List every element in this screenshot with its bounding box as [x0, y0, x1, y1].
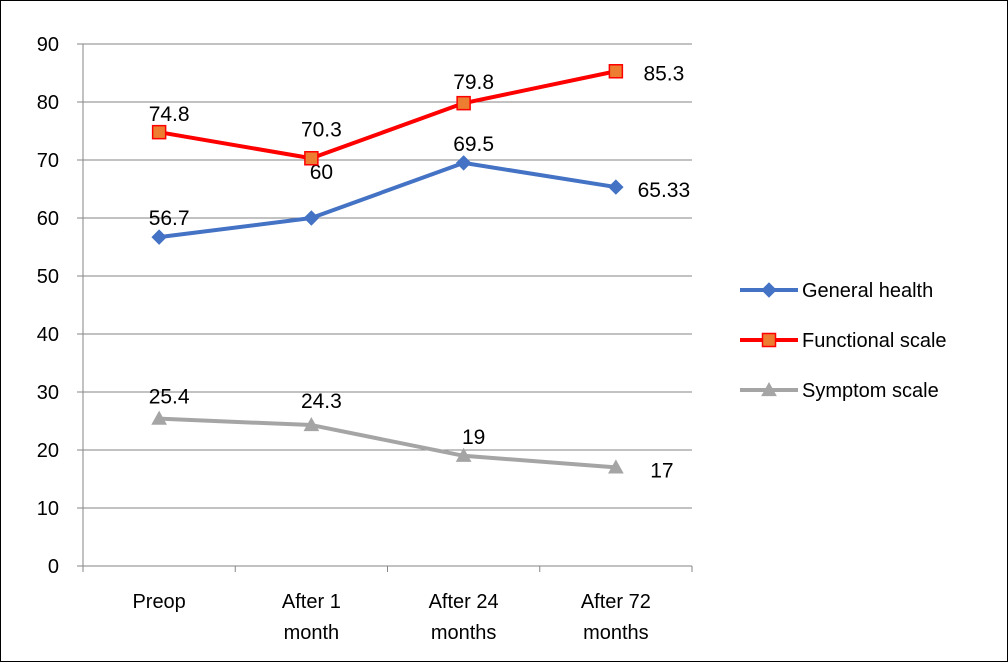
legend-label: General health — [802, 280, 933, 302]
data-point — [608, 179, 624, 195]
data-label: 56.7 — [149, 207, 190, 230]
series-line — [157, 69, 618, 161]
data-point — [151, 124, 167, 140]
legend-marker — [761, 282, 777, 298]
data-point — [151, 410, 167, 425]
data-label: 24.3 — [301, 390, 342, 413]
x-tick-label: month — [284, 622, 340, 644]
y-tick-label: 30 — [37, 382, 59, 404]
data-label: 79.8 — [453, 71, 494, 94]
y-tick-label: 70 — [37, 150, 59, 172]
data-label: 17 — [650, 459, 673, 482]
data-point — [304, 151, 319, 166]
y-tick-label: 80 — [37, 92, 59, 114]
legend-label: Symptom scale — [802, 380, 939, 402]
y-tick-label: 60 — [37, 208, 59, 230]
data-label: 25.4 — [149, 386, 190, 409]
data-label: 69.5 — [453, 133, 494, 156]
data-point — [456, 95, 471, 111]
x-tick-label: After 72 — [581, 591, 651, 613]
data-label: 60 — [310, 161, 333, 184]
y-tick-label: 10 — [37, 498, 59, 520]
data-label: 85.3 — [643, 62, 684, 85]
data-point — [608, 64, 624, 79]
x-tick-label: months — [583, 622, 649, 644]
data-point — [455, 155, 472, 171]
data-point — [303, 417, 320, 432]
y-tick-label: 20 — [37, 440, 59, 462]
y-tick-label: 40 — [37, 324, 59, 346]
series-line — [157, 416, 618, 470]
series-line — [157, 160, 618, 240]
legend-marker — [761, 332, 777, 348]
x-tick-label: After 1 — [282, 591, 341, 613]
y-tick-label: 50 — [37, 266, 59, 288]
data-label: 70.3 — [301, 118, 342, 141]
x-tick-label: Preop — [132, 591, 185, 613]
data-point — [303, 210, 320, 226]
legend-label: Functional scale — [802, 330, 947, 352]
x-tick-label: months — [431, 622, 497, 644]
data-label: 19 — [462, 426, 485, 449]
x-tick-label: After 24 — [429, 591, 499, 613]
data-point — [151, 229, 167, 245]
y-tick-label: 0 — [48, 556, 59, 578]
data-label: 74.8 — [149, 103, 190, 126]
legend-marker — [761, 381, 777, 397]
data-label: 65.33 — [638, 179, 691, 202]
y-tick-label: 90 — [37, 34, 59, 56]
data-point — [608, 459, 624, 474]
data-point — [455, 447, 472, 462]
